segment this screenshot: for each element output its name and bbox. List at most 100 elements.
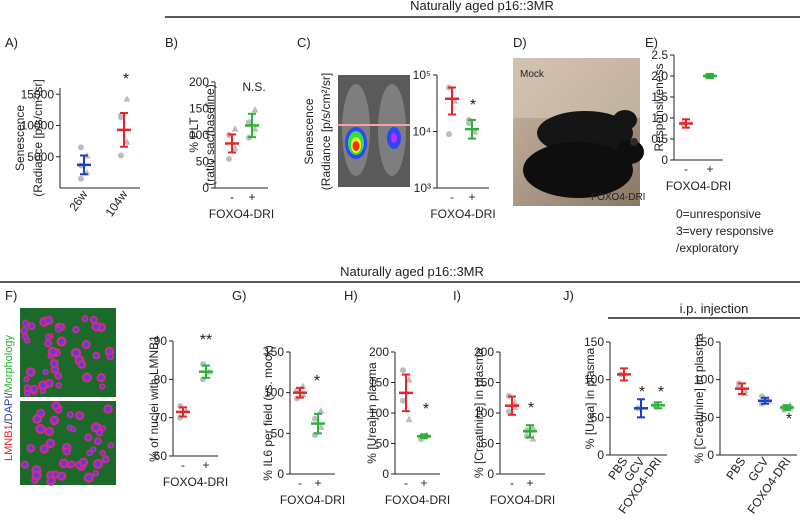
raw-point <box>312 415 318 422</box>
x-tick-label: - <box>510 476 514 490</box>
nucleus-core <box>23 321 28 326</box>
annotations: **** ** ****N.S. <box>123 71 792 428</box>
nucleus-core <box>37 426 44 432</box>
panel-letter-d: D) <box>513 35 527 50</box>
nucleus-core <box>24 377 29 382</box>
legend-e-line-1: 0=unresponsive <box>676 207 761 221</box>
nucleus-core <box>71 427 75 432</box>
y-tick-label: 150 <box>264 345 284 359</box>
chart-b: 0 50 100 150 200 % PLT (ratio sac/baseline)- + F… <box>187 75 274 221</box>
y-tick-label: 0.5 <box>651 132 668 146</box>
nucleus-core <box>34 416 40 422</box>
svg-text:LMNB1/DAPI/Morphology: LMNB1/DAPI/Morphology <box>3 335 15 461</box>
y-tick-label: 100 <box>369 406 389 420</box>
raw-point <box>299 390 307 398</box>
top-header: Naturally aged p16::3MR <box>410 0 554 13</box>
nucleus-core <box>46 317 52 323</box>
y-tick-label: 90 <box>154 334 168 348</box>
y-tick-label: 100 <box>189 128 209 142</box>
nucleus-core <box>91 317 96 322</box>
significance-star: * <box>639 384 645 401</box>
y-tick-label: 100 <box>694 373 714 387</box>
nucleus-core <box>85 474 92 481</box>
y-tick-label: 150 <box>369 376 389 390</box>
x-axis-label: FOXO4-DRI <box>280 493 345 507</box>
mean-error-bar <box>735 382 749 395</box>
nucleus-core <box>41 389 45 393</box>
x-axis-label: FOXO4-DRI <box>666 179 731 193</box>
label-morphology: Morphology <box>3 335 15 393</box>
mean-error-bar <box>293 386 307 399</box>
nucleus-core <box>100 384 104 389</box>
nucleus-core <box>22 462 28 467</box>
raw-point <box>123 95 131 102</box>
y-tick-label: 2.5 <box>651 48 668 62</box>
nucleus-core <box>31 386 37 392</box>
nucleus-core <box>94 471 98 475</box>
x-tick-label: - <box>684 162 688 176</box>
y-tick-label: 70 <box>154 411 168 425</box>
y-tick-label: 0 <box>382 467 389 481</box>
x-axis-label: FOXO4-DRI <box>209 207 274 221</box>
nucleus-core <box>79 362 85 367</box>
label-slash-1: / <box>3 420 15 424</box>
nucleus-core <box>50 348 56 355</box>
significance-double-star: ** <box>200 332 212 349</box>
significance-star: * <box>470 97 476 114</box>
x-tick-label: + <box>314 476 321 490</box>
y-tick-label: 100 <box>584 373 604 387</box>
mean-error-bar <box>505 395 519 416</box>
nucleus-core <box>28 445 34 451</box>
raw-point <box>231 144 239 152</box>
panel-letter-j: J) <box>563 288 574 303</box>
nucleus-core <box>91 447 96 452</box>
nucleus-core <box>108 354 113 359</box>
y-axis-label: Senescence <box>13 105 27 171</box>
nucleus-core <box>40 382 46 389</box>
mean-error-bar <box>77 154 91 176</box>
micrograph-bottom <box>20 401 116 486</box>
nucleus-core <box>80 459 87 465</box>
nucleus-core <box>105 406 111 412</box>
y-tick-label: 0 <box>277 467 284 481</box>
y-axis-label: % [Urea] in plasma <box>365 362 379 464</box>
nucleus-core <box>98 375 104 381</box>
mean-error-bar <box>703 72 717 80</box>
raw-point <box>405 375 413 383</box>
significance-ns: N.S. <box>242 80 265 94</box>
chart-g: 0 50 100 150% IL6 per field (vs. mock) - + FOX… <box>261 345 345 507</box>
x-tick-label: 26w <box>66 187 90 213</box>
y-tick-label: 100 <box>264 386 284 400</box>
y-axis-label: Senescence <box>302 98 316 164</box>
raw-point <box>78 175 84 182</box>
micrograph-top <box>20 308 116 397</box>
x-tick-label: + <box>706 162 713 176</box>
x-tick-label: + <box>526 476 533 490</box>
photo-label-foxo4: FOXO4-DRI <box>591 192 645 203</box>
nucleus-core <box>83 316 87 321</box>
significance-star: * <box>786 411 792 428</box>
raw-point <box>317 423 325 430</box>
raw-point <box>741 386 749 394</box>
significance-star: * <box>658 384 664 401</box>
x-tick-label: + <box>420 476 427 490</box>
y-axis-label: % [Creatinine] in plasma <box>472 348 486 478</box>
nucleus-core <box>56 373 61 378</box>
y-axis-label: % IL6 per field (vs. mock) <box>261 345 275 480</box>
raw-point <box>506 408 512 415</box>
nucleus-core <box>25 338 29 343</box>
significance-star: * <box>314 373 320 390</box>
y-tick-label: 0 <box>597 448 604 462</box>
nucleus-core <box>108 443 113 448</box>
photo-label-mock: Mock <box>520 69 545 80</box>
raw-point <box>529 424 537 431</box>
y-tick-label: 150 <box>584 335 604 349</box>
nucleus-core <box>87 451 92 455</box>
nucleus-core <box>21 328 27 333</box>
y-tick-label: 200 <box>369 345 389 359</box>
mean-error-bar <box>780 404 794 411</box>
nucleus-core <box>73 327 78 332</box>
mean-error-bar <box>399 373 413 413</box>
